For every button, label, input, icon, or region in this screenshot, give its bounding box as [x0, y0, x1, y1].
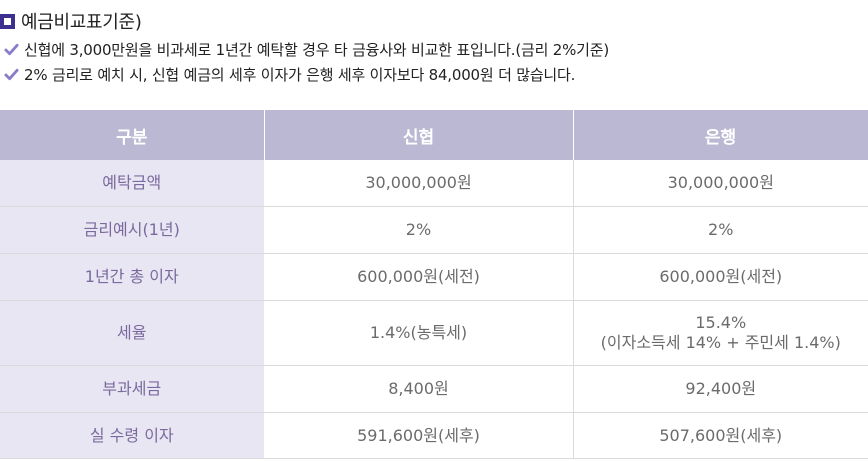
table-row: 1년간 총 이자 600,000원(세전) 600,000원(세전) [0, 253, 868, 301]
page-title: 예금비교표기준) [21, 12, 142, 33]
shinhyup-cell: 1.4%(농특세) [264, 300, 574, 366]
comparison-header: 예금비교표기준) 신협에 3,000만원을 비과세로 1년간 예탁할 경우 타 … [0, 0, 868, 110]
comparison-table: 구분 신협 은행 예탁금액 30,000,000원 30,000,000원 금리… [0, 110, 868, 459]
bank-cell: 507,600원(세후) [573, 412, 868, 459]
row-label: 1년간 총 이자 [0, 253, 265, 301]
note-text: 2% 금리로 예치 시, 신협 예금의 세후 이자가 은행 세후 이자보다 84… [24, 66, 576, 84]
table-row: 금리예시(1년) 2% 2% [0, 206, 868, 254]
bank-tax-breakdown: (이자소득세 14% + 주민세 1.4%) [600, 333, 841, 352]
bank-cell: 92,400원 [573, 365, 868, 413]
column-header-shinhyup: 신협 [263, 110, 574, 160]
table-header-row: 구분 신협 은행 [0, 110, 868, 160]
table-row: 실 수령 이자 591,600원(세후) 507,600원(세후) [0, 412, 868, 459]
row-label: 예탁금액 [0, 160, 265, 207]
title-row: 예금비교표기준) [0, 8, 142, 34]
bank-cell: 2% [573, 206, 868, 254]
row-label: 부과세금 [0, 365, 265, 413]
table-row: 부과세금 8,400원 92,400원 [0, 365, 868, 413]
shinhyup-cell: 2% [264, 206, 574, 254]
column-header-category: 구분 [0, 110, 265, 160]
bank-tax-rate: 15.4% [695, 313, 747, 332]
shinhyup-cell: 600,000원(세전) [264, 253, 574, 301]
check-icon [4, 43, 19, 56]
column-header-bank: 은행 [572, 110, 868, 160]
row-label: 세율 [0, 300, 265, 366]
table-row: 예탁금액 30,000,000원 30,000,000원 [0, 160, 868, 207]
row-label: 실 수령 이자 [0, 412, 265, 459]
check-icon [4, 68, 19, 81]
bank-cell: 600,000원(세전) [573, 253, 868, 301]
note-item: 신협에 3,000만원을 비과세로 1년간 예탁할 경우 타 금융사와 비교한 … [4, 39, 609, 60]
square-bullet-icon [0, 13, 15, 29]
shinhyup-cell: 30,000,000원 [264, 160, 574, 207]
bank-cell: 15.4% (이자소득세 14% + 주민세 1.4%) [573, 300, 868, 366]
shinhyup-cell: 591,600원(세후) [264, 412, 574, 459]
note-item: 2% 금리로 예치 시, 신협 예금의 세후 이자가 은행 세후 이자보다 84… [4, 64, 575, 85]
shinhyup-cell: 8,400원 [264, 365, 574, 413]
bank-cell: 30,000,000원 [573, 160, 868, 207]
table-row: 세율 1.4%(농특세) 15.4% (이자소득세 14% + 주민세 1.4%… [0, 300, 868, 366]
note-text: 신협에 3,000만원을 비과세로 1년간 예탁할 경우 타 금융사와 비교한 … [24, 41, 610, 59]
row-label: 금리예시(1년) [0, 206, 265, 254]
